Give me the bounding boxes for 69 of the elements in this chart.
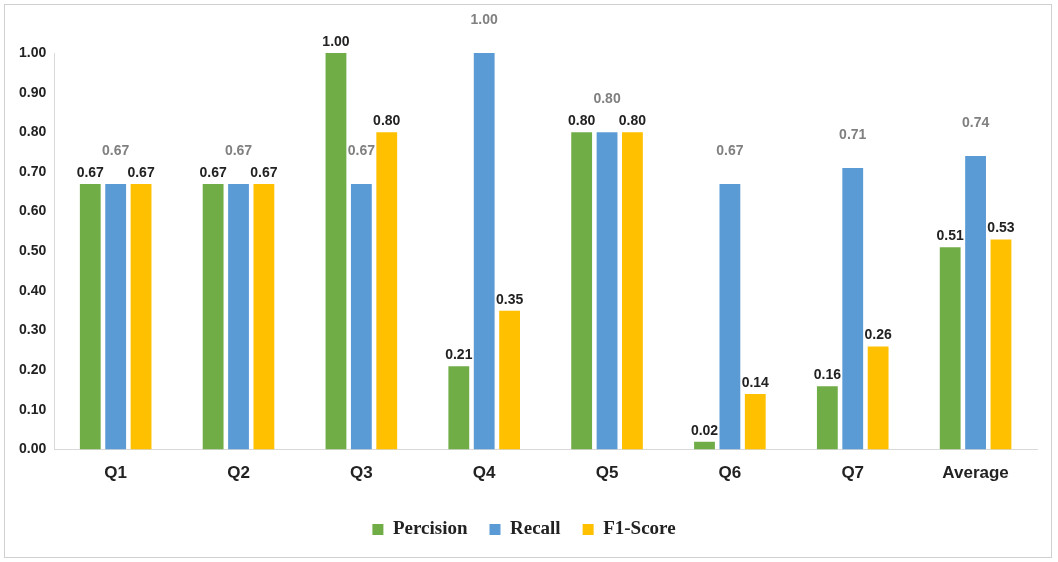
- data-label: 0.80: [373, 112, 401, 129]
- bar: [990, 239, 1012, 450]
- data-label: 1.00: [322, 32, 350, 49]
- bar: [202, 183, 224, 450]
- data-label: 0.53: [987, 219, 1015, 236]
- bar: [842, 168, 864, 450]
- bar: [253, 183, 275, 450]
- y-tick-label: 0.20: [19, 361, 47, 378]
- data-label: 0.80: [568, 112, 596, 129]
- data-label: 0.67: [716, 141, 744, 158]
- x-tick-label: Q5: [595, 463, 619, 483]
- x-tick-label: Q4: [472, 463, 497, 483]
- data-label: 0.26: [864, 326, 892, 343]
- bar: [473, 53, 495, 450]
- bar: [325, 53, 347, 450]
- data-label: 0.74: [961, 113, 990, 130]
- x-tick-label: Q3: [350, 463, 373, 483]
- data-label: 0.21: [445, 346, 473, 363]
- data-label: 0.67: [347, 141, 376, 158]
- data-label: 0.02: [690, 421, 719, 438]
- y-tick-label: 0.00: [19, 440, 47, 457]
- bar: [744, 394, 766, 450]
- bar: [867, 346, 889, 450]
- y-tick-label: 0.10: [19, 400, 47, 417]
- x-tick-label: Q7: [841, 463, 865, 483]
- y-tick-label: 0.70: [19, 162, 47, 179]
- bar: [719, 183, 741, 450]
- x-tick-label: Q6: [718, 463, 742, 483]
- y-tick-label: 0.30: [19, 321, 47, 338]
- data-label: 0.67: [127, 163, 155, 180]
- bar: [816, 386, 838, 450]
- bar: [130, 183, 152, 450]
- x-tick-label: Q2: [227, 463, 250, 483]
- y-tick-label: 1.00: [19, 43, 47, 60]
- y-tick-label: 0.90: [19, 83, 47, 100]
- data-label: 0.51: [936, 227, 965, 244]
- bar: [571, 132, 593, 450]
- bar: [228, 183, 249, 450]
- bar: [350, 183, 372, 450]
- data-label: 0.16: [813, 366, 842, 382]
- x-tick-label: Q1: [104, 463, 128, 483]
- x-tick-label: Average: [942, 463, 1009, 483]
- data-label: 1.00: [470, 10, 499, 27]
- data-label: 0.67: [224, 141, 253, 158]
- data-label: 0.14: [741, 373, 770, 390]
- y-tick-label: 0.80: [19, 123, 47, 140]
- data-label: 0.67: [199, 163, 227, 180]
- bar: [376, 132, 398, 450]
- bar: [596, 132, 618, 450]
- data-label: 0.80: [618, 112, 647, 129]
- data-label: 0.71: [839, 125, 867, 142]
- data-label: 0.67: [250, 163, 278, 180]
- bar: [105, 183, 127, 450]
- bar: [622, 132, 643, 450]
- y-tick-label: 0.40: [19, 281, 47, 298]
- y-tick-label: 0.50: [19, 242, 47, 259]
- bar: [448, 366, 470, 450]
- data-label: 0.67: [76, 163, 105, 180]
- legend-label: Recall: [509, 517, 561, 539]
- data-label: 0.67: [102, 141, 130, 158]
- bar: [939, 247, 961, 450]
- data-label: 0.80: [593, 90, 621, 107]
- bar: [965, 156, 986, 450]
- bar: [499, 310, 520, 450]
- y-tick-label: 0.60: [19, 202, 47, 219]
- bar: [79, 183, 101, 450]
- data-label: 0.35: [495, 290, 524, 307]
- legend-label: F1-Score: [603, 517, 676, 539]
- legend-label: Percision: [392, 517, 468, 539]
